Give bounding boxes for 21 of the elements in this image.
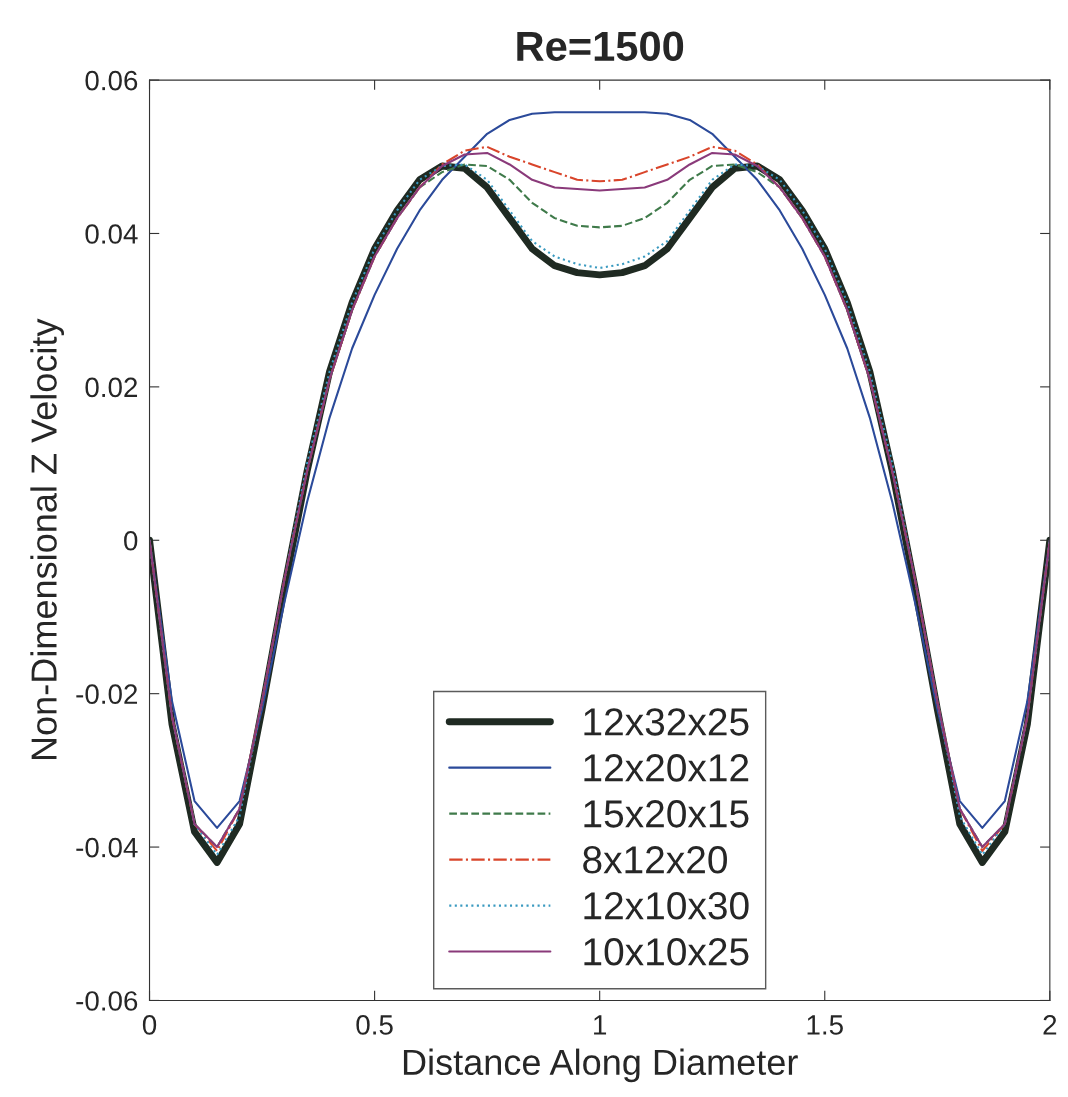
legend-label: 10x10x25 (584, 938, 749, 966)
x-tick-label: 1.5 (807, 1015, 843, 1035)
legend-label: 12x20x12 (584, 754, 749, 782)
legend-label: 12x32x25 (584, 708, 749, 736)
legend-label: 12x10x30 (584, 892, 749, 920)
x-tick-label: 0 (142, 1015, 157, 1035)
y-tick-label: 0.06 (85, 70, 138, 91)
x-tick-label: 0.5 (356, 1015, 393, 1035)
legend-label: 15x20x15 (584, 800, 749, 828)
legend-label: 8x12x20 (583, 846, 727, 874)
chart-title: Re=1500 (517, 31, 684, 62)
y-tick-label: -0.06 (76, 991, 138, 1011)
y-tick-label: 0.04 (85, 224, 138, 244)
x-tick-label: 2 (1043, 1015, 1057, 1035)
y-tick-label: -0.04 (76, 837, 138, 858)
x-tick-label: 1 (594, 1015, 607, 1035)
y-tick-label: 0.02 (85, 377, 138, 398)
y-tick-label: 0 (124, 530, 138, 551)
y-tick-label: -0.02 (76, 684, 138, 705)
y-axis-title: Non-Dimensional Z Velocity (30, 318, 64, 760)
x-axis-title: Distance Along Diameter (403, 1048, 798, 1083)
